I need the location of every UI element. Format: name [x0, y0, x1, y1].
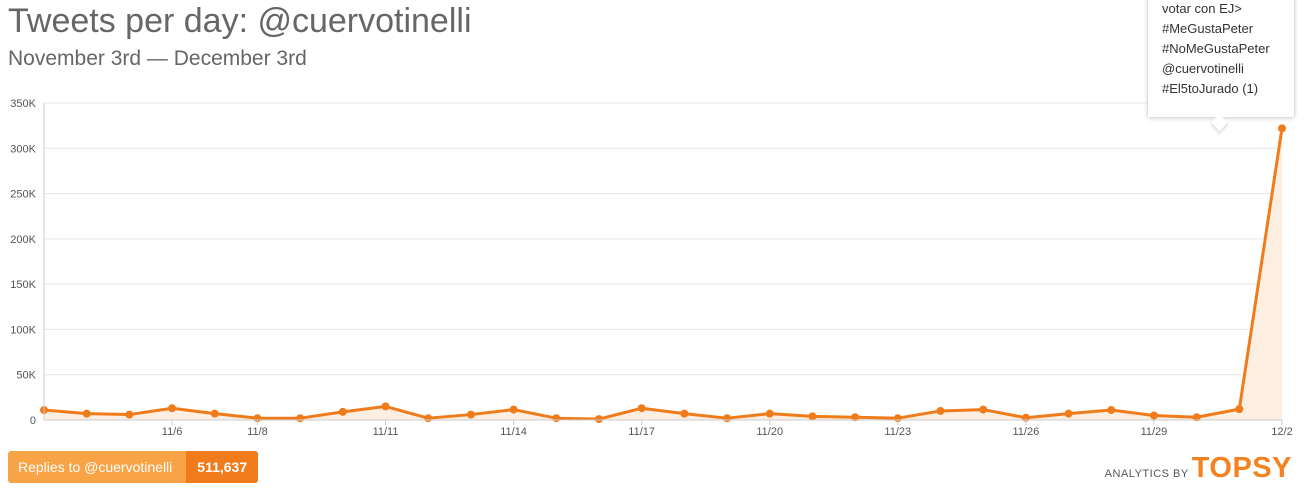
data-point: [1235, 405, 1244, 414]
x-tick-label: 11/26: [1013, 426, 1040, 438]
data-point: [168, 404, 177, 413]
tooltip-line: #El5toJurado (1): [1162, 81, 1259, 96]
tooltip-line: #MeGustaPeter: [1162, 21, 1254, 36]
y-tick-label: 50K: [16, 370, 36, 382]
x-tick-label: 11/11: [373, 426, 399, 438]
data-point: [509, 405, 518, 414]
data-point: [936, 406, 945, 415]
y-tick-label: 150K: [10, 279, 36, 291]
data-point: [1192, 413, 1201, 422]
tooltip-line: @cuervotinelli: [1162, 61, 1244, 76]
data-point: [680, 409, 689, 418]
y-tick-label: 350K: [10, 98, 36, 110]
data-tooltip: votar con EJ> #MeGustaPeter #NoMeGustaPe…: [1147, 0, 1295, 118]
x-tick-label: 11/14: [500, 426, 527, 438]
data-point: [82, 409, 91, 418]
data-point: [637, 404, 646, 413]
data-point: [381, 402, 390, 411]
x-tick-label: 11/23: [884, 426, 911, 438]
point-layer: [40, 124, 1286, 424]
tooltip-line: votar con EJ>: [1162, 1, 1242, 16]
y-tick-label: 200K: [10, 234, 36, 246]
x-tick-label: 11/29: [1141, 426, 1168, 438]
data-point: [1107, 406, 1116, 415]
y-tick-label: 300K: [10, 143, 36, 155]
data-point: [466, 410, 475, 419]
data-point: [552, 414, 561, 423]
data-point: [723, 414, 732, 423]
line-layer: [43, 128, 1284, 421]
topsy-branding[interactable]: ANALYTICS BY TOPSY: [1105, 452, 1292, 485]
tooltip-line: #NoMeGustaPeter: [1162, 41, 1270, 56]
replies-label: Replies to @cuervotinelli: [8, 451, 187, 483]
x-tick-label: 12/2: [1271, 426, 1292, 438]
chart-title: Tweets per day: @cuervotinelli: [8, 2, 472, 40]
series-area: [44, 128, 1282, 421]
grid-layer: [44, 102, 1282, 376]
data-point: [210, 409, 219, 418]
axis-layer: 0 50K 100K 150K 200K 250K 300K 350K 11/6 11/8 11/1…: [10, 98, 1292, 438]
replies-count: 511,637: [186, 451, 259, 483]
chart-subtitle: November 3rd — December 3rd: [8, 47, 307, 70]
x-tick-label: 11/17: [628, 426, 655, 438]
x-tick-label: 11/6: [162, 426, 183, 438]
y-tick-label: 0: [30, 415, 36, 427]
topsy-logo: TOPSY: [1191, 452, 1292, 484]
data-point: [296, 414, 305, 423]
data-point: [979, 405, 988, 414]
x-tick-label: 11/20: [756, 426, 783, 438]
y-tick-label: 250K: [10, 189, 36, 201]
series-line: [43, 128, 1284, 421]
x-tick-label: 11/8: [247, 426, 268, 438]
data-point: [851, 413, 860, 422]
data-point: [808, 412, 817, 421]
data-point: [1278, 124, 1286, 133]
data-point: [1064, 409, 1073, 418]
data-point: [338, 407, 347, 416]
data-point: [1149, 411, 1158, 420]
analytics-by-text: ANALYTICS BY: [1104, 468, 1189, 480]
data-point: [765, 409, 774, 418]
tooltip-pointer-cover: [1148, 108, 1294, 117]
area-layer: [44, 128, 1282, 421]
replies-button[interactable]: Replies to @cuervotinelli 511,637: [8, 451, 259, 483]
y-tick-label: 100K: [10, 324, 36, 336]
data-point: [594, 415, 603, 424]
data-point: [424, 414, 433, 423]
data-point: [125, 410, 134, 419]
